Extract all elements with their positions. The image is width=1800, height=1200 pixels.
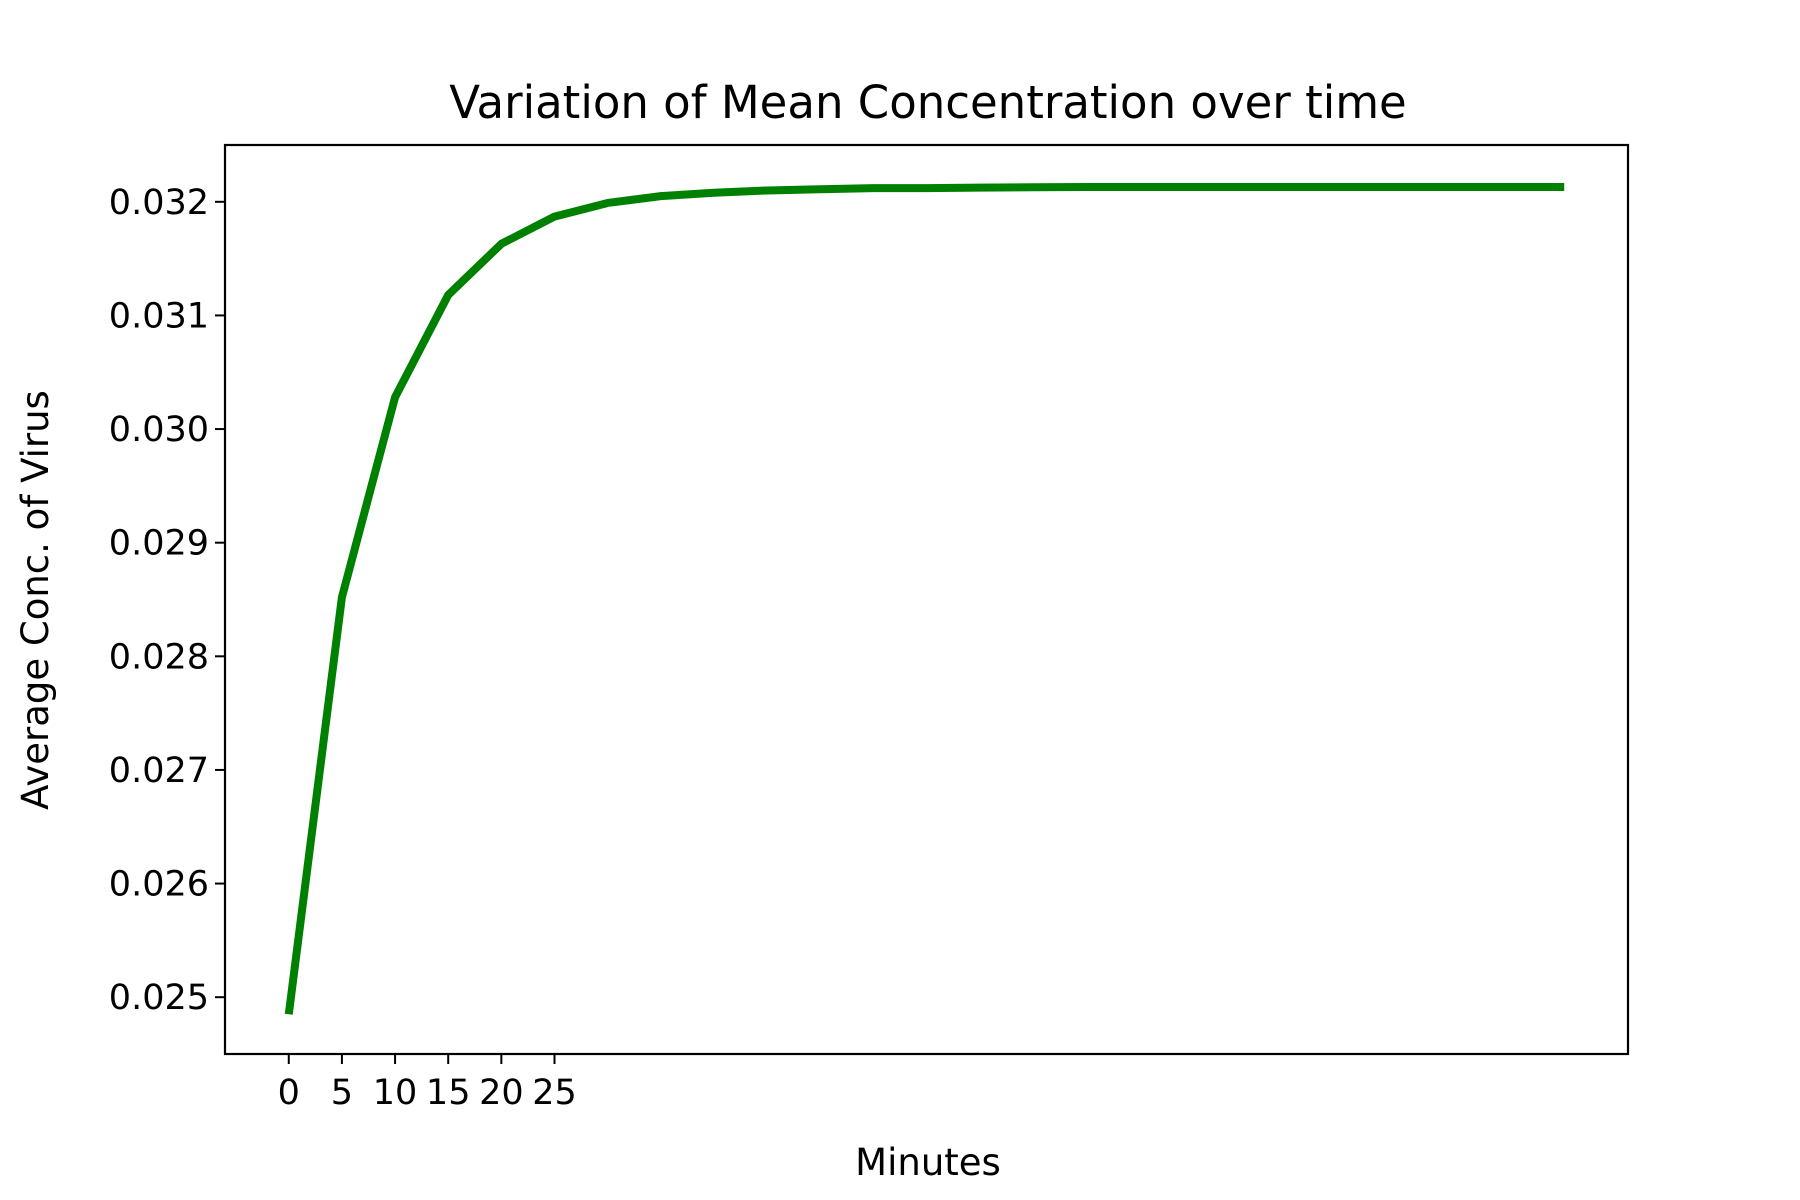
- x-tick-label: 0: [278, 1073, 300, 1113]
- y-axis-label: Average Conc. of Virus: [14, 390, 57, 810]
- y-tick-label: 0.028: [109, 637, 209, 677]
- x-tick-label: 10: [373, 1073, 418, 1113]
- y-tick-label: 0.031: [109, 296, 209, 336]
- y-tick-label: 0.032: [109, 183, 209, 223]
- x-tick-label: 25: [532, 1073, 577, 1113]
- y-tick-label: 0.030: [109, 410, 209, 450]
- plot-frame: [223, 143, 1630, 1056]
- x-tick-label: 5: [331, 1073, 353, 1113]
- y-tick-label: 0.029: [109, 524, 209, 564]
- chart-title: Variation of Mean Concentration over tim…: [449, 76, 1407, 129]
- series-line: [284, 183, 1565, 1015]
- y-axis: 0.025 0.026 0.027 0.028 0.029 0.030 0.031 0.032: [109, 183, 225, 1018]
- x-tick-label: 15: [426, 1073, 471, 1113]
- y-tick-label: 0.027: [109, 751, 209, 791]
- plot-area: [284, 183, 1565, 1015]
- x-tick-label: 20: [479, 1073, 524, 1113]
- x-axis: 0 5 10 15 20 25: [278, 1054, 577, 1113]
- y-tick-label: 0.025: [109, 978, 209, 1018]
- x-axis-label: Minutes: [855, 1141, 1001, 1184]
- y-tick-label: 0.026: [109, 865, 209, 905]
